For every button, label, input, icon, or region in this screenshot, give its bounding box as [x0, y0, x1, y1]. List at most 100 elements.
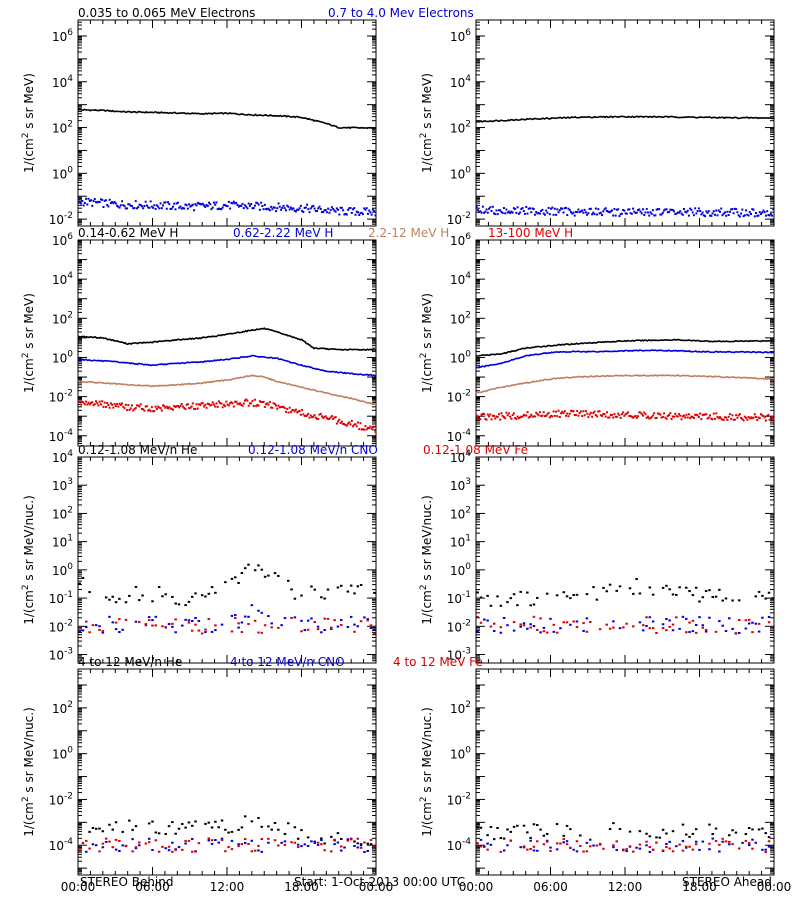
- series-4-point: [183, 406, 186, 409]
- series-4-point: [116, 403, 119, 406]
- series-3-point: [277, 844, 280, 847]
- series-4-point: [726, 418, 729, 421]
- series-4-point: [578, 412, 581, 415]
- series-name-3: 2.2-12 MeV H: [368, 226, 449, 240]
- series-1-point: [754, 595, 758, 598]
- series-1-point: [744, 833, 748, 836]
- series-4-point: [184, 408, 187, 411]
- series-4-point: [576, 410, 579, 413]
- series-2-point: [737, 632, 741, 635]
- series-4-point: [86, 403, 89, 406]
- series-2-point: [645, 207, 648, 210]
- series-2-point: [243, 841, 247, 844]
- series-2-point: [103, 199, 106, 202]
- series-4-point: [200, 402, 203, 405]
- series-2-point: [529, 207, 532, 210]
- series-1-point: [81, 576, 85, 579]
- series-2-point: [681, 615, 685, 618]
- series-2-point: [322, 211, 325, 214]
- series-1-point: [326, 588, 330, 591]
- series-4-point: [132, 409, 135, 412]
- series-4-point: [537, 414, 540, 417]
- series-2-point: [371, 208, 374, 211]
- series-4-point: [732, 418, 735, 421]
- series-2-point: [181, 624, 184, 627]
- series-2-point: [81, 629, 85, 632]
- series-2-point: [767, 213, 770, 216]
- series-4-point: [168, 406, 171, 409]
- series-2-point: [336, 625, 340, 628]
- series-2-point: [712, 210, 715, 213]
- y-tick-label: 10-2: [447, 211, 471, 227]
- series-1-point: [310, 585, 313, 588]
- series-4-point: [650, 416, 653, 419]
- series-2-point: [164, 201, 167, 204]
- series-2-point: [169, 207, 172, 210]
- series-2-point: [605, 210, 608, 213]
- series-1-point: [204, 595, 207, 598]
- series-1-point: [277, 828, 280, 831]
- series-4-point: [720, 417, 723, 420]
- series-2-point: [361, 213, 364, 216]
- series-2-point: [167, 622, 171, 625]
- series-2-point: [659, 213, 662, 216]
- series-1-point: [509, 830, 513, 833]
- series-4-point: [318, 413, 321, 416]
- series-4-point: [668, 413, 671, 416]
- series-1-point: [714, 595, 718, 598]
- y-tick-label: 10-2: [49, 791, 73, 807]
- series-1-point: [655, 836, 658, 839]
- series-3-point: [161, 845, 164, 848]
- series-1-point: [569, 828, 572, 831]
- series-3-point: [330, 626, 333, 629]
- series-1-point: [157, 586, 161, 589]
- series-4-point: [500, 412, 503, 415]
- series-4-point: [260, 401, 263, 404]
- series-1-point: [161, 595, 164, 598]
- series-2-point: [579, 210, 582, 213]
- series-1-point: [138, 599, 141, 602]
- series-3-point: [602, 847, 605, 850]
- series-4-point: [314, 416, 317, 419]
- series-4-point: [649, 417, 652, 420]
- series-4-point: [505, 411, 508, 414]
- series-2-point: [142, 207, 145, 210]
- series-4-point: [317, 417, 320, 420]
- series-2-point: [366, 618, 369, 621]
- series-2-point: [152, 206, 155, 209]
- series-2-point: [771, 214, 774, 217]
- series-2-point: [147, 837, 151, 840]
- series-3-point: [704, 628, 708, 631]
- series-2-point: [265, 207, 268, 210]
- series-4-point: [108, 406, 111, 409]
- series-4-point: [762, 415, 765, 418]
- series-3-point: [247, 842, 250, 845]
- series-4-point: [480, 413, 483, 416]
- series-2-point: [187, 619, 191, 622]
- series-4-point: [673, 415, 676, 418]
- series-2-point: [267, 207, 270, 210]
- series-1-point: [728, 834, 731, 837]
- series-4-point: [303, 414, 306, 417]
- series-4-point: [293, 410, 296, 413]
- series-4-point: [127, 404, 130, 407]
- series-2-point: [708, 848, 711, 851]
- series-4-point: [344, 424, 347, 427]
- series-2-point: [300, 845, 303, 848]
- series-name-1: 0.035 to 0.065 MeV Electrons: [78, 6, 255, 20]
- series-4-point: [524, 414, 527, 417]
- series-3-point: [240, 631, 244, 634]
- series-2-point: [195, 204, 198, 207]
- series-2-point: [675, 845, 678, 848]
- series-4-point: [268, 400, 271, 403]
- series-4-point: [217, 400, 220, 403]
- series-2-point: [82, 204, 85, 207]
- series-1-point: [499, 604, 503, 607]
- series-3-point: [529, 626, 532, 629]
- series-1-point: [114, 601, 118, 604]
- series-2-point: [761, 848, 764, 851]
- series-2-point: [488, 207, 491, 210]
- series-4-point: [563, 410, 566, 413]
- series-4-point: [772, 417, 775, 420]
